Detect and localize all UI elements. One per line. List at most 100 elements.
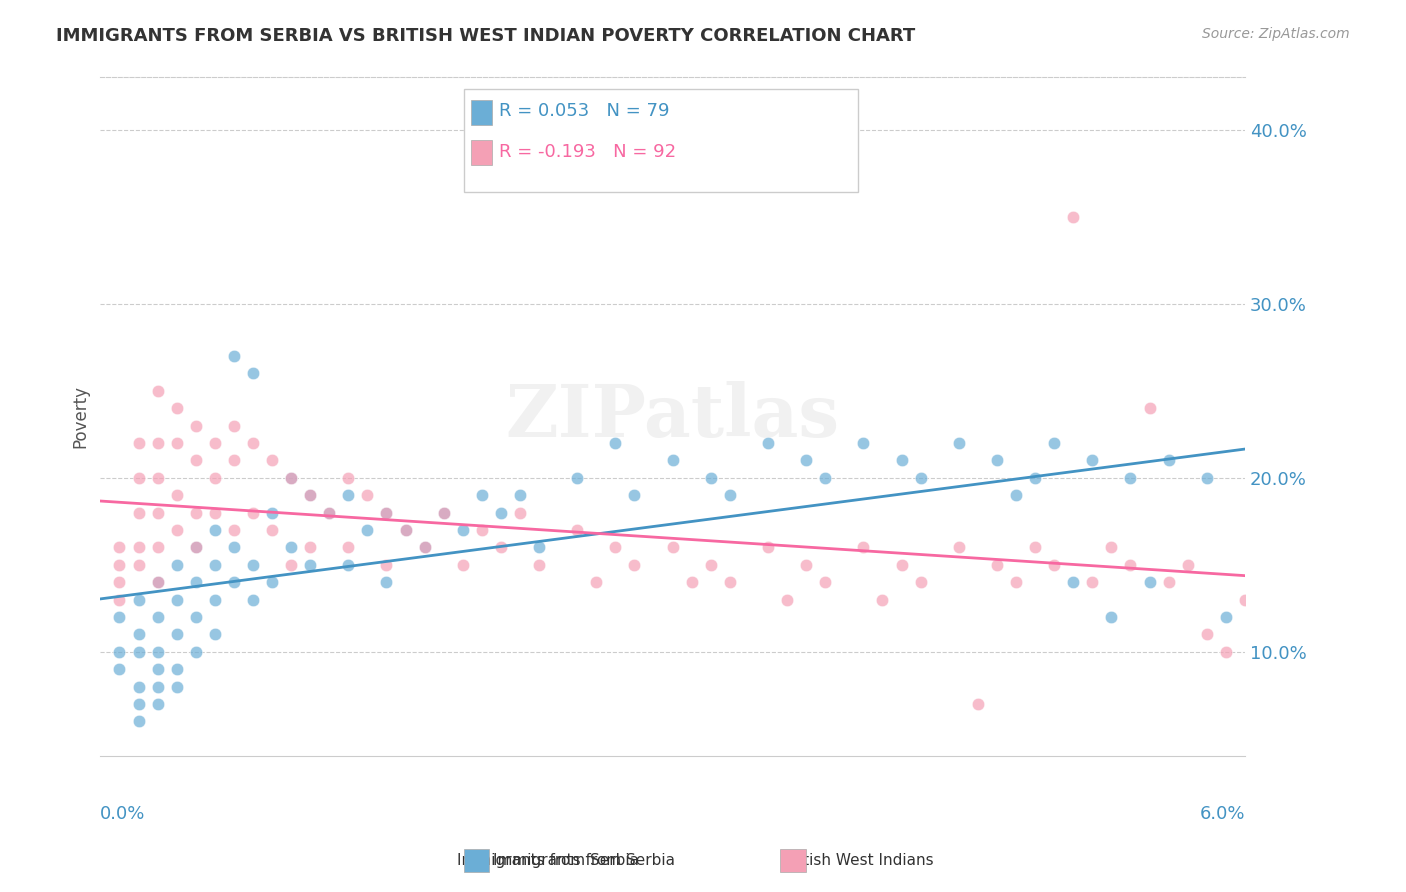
Point bbox=[184, 541, 207, 555]
Point bbox=[375, 506, 398, 520]
Point bbox=[661, 541, 683, 555]
Point bbox=[108, 645, 131, 659]
Point bbox=[1386, 541, 1406, 555]
Point bbox=[280, 471, 302, 485]
Point bbox=[299, 488, 322, 502]
Point bbox=[1253, 558, 1275, 572]
Point bbox=[166, 436, 188, 450]
Point bbox=[986, 453, 1008, 467]
Point bbox=[1310, 558, 1333, 572]
Point bbox=[509, 506, 531, 520]
Point bbox=[394, 523, 416, 537]
Point bbox=[184, 506, 207, 520]
Point bbox=[108, 541, 131, 555]
Point bbox=[1024, 471, 1046, 485]
Point bbox=[242, 436, 264, 450]
Point bbox=[1215, 610, 1237, 624]
Point bbox=[146, 575, 169, 590]
Point bbox=[1157, 453, 1180, 467]
Text: British West Indians: British West Indians bbox=[782, 854, 934, 868]
Text: IMMIGRANTS FROM SERBIA VS BRITISH WEST INDIAN POVERTY CORRELATION CHART: IMMIGRANTS FROM SERBIA VS BRITISH WEST I… bbox=[56, 27, 915, 45]
Point bbox=[527, 558, 550, 572]
Point bbox=[890, 453, 912, 467]
Point bbox=[948, 541, 970, 555]
Point bbox=[128, 680, 150, 694]
Point bbox=[318, 506, 340, 520]
Point bbox=[108, 610, 131, 624]
Point bbox=[794, 558, 817, 572]
Point bbox=[356, 488, 378, 502]
Point bbox=[222, 541, 245, 555]
Point bbox=[605, 436, 627, 450]
Point bbox=[375, 575, 398, 590]
Point bbox=[966, 697, 988, 711]
Text: 6.0%: 6.0% bbox=[1199, 805, 1244, 823]
Point bbox=[337, 558, 360, 572]
Point bbox=[128, 627, 150, 641]
Point bbox=[260, 575, 283, 590]
Point bbox=[948, 436, 970, 450]
Point bbox=[242, 592, 264, 607]
Point bbox=[394, 523, 416, 537]
Point bbox=[128, 558, 150, 572]
Point bbox=[299, 558, 322, 572]
Point bbox=[1348, 558, 1371, 572]
Point bbox=[204, 523, 226, 537]
Point bbox=[166, 558, 188, 572]
Point bbox=[700, 558, 723, 572]
Point bbox=[413, 541, 436, 555]
Point bbox=[128, 714, 150, 729]
Point bbox=[872, 592, 894, 607]
Point bbox=[184, 453, 207, 467]
Point bbox=[1233, 592, 1256, 607]
Point bbox=[1195, 627, 1218, 641]
Point bbox=[204, 592, 226, 607]
Point bbox=[623, 558, 645, 572]
Point bbox=[890, 558, 912, 572]
Point bbox=[1119, 471, 1142, 485]
Point bbox=[1119, 558, 1142, 572]
Point bbox=[910, 471, 932, 485]
Point bbox=[794, 453, 817, 467]
Point bbox=[489, 506, 512, 520]
Point bbox=[166, 488, 188, 502]
Point bbox=[222, 523, 245, 537]
Point bbox=[242, 366, 264, 380]
Text: R = -0.193   N = 92: R = -0.193 N = 92 bbox=[499, 143, 676, 161]
Point bbox=[337, 488, 360, 502]
Point bbox=[1329, 541, 1351, 555]
Point bbox=[852, 541, 875, 555]
Point bbox=[108, 575, 131, 590]
Point bbox=[128, 592, 150, 607]
Point bbox=[433, 506, 456, 520]
Point bbox=[184, 541, 207, 555]
Point bbox=[280, 541, 302, 555]
Point bbox=[146, 645, 169, 659]
Point bbox=[623, 488, 645, 502]
Point bbox=[413, 541, 436, 555]
Point bbox=[166, 662, 188, 676]
Text: R = 0.053   N = 79: R = 0.053 N = 79 bbox=[499, 103, 669, 120]
Point bbox=[1005, 575, 1028, 590]
Point bbox=[852, 436, 875, 450]
Point bbox=[1024, 541, 1046, 555]
Point bbox=[718, 488, 741, 502]
Point bbox=[260, 506, 283, 520]
Point bbox=[375, 558, 398, 572]
Point bbox=[661, 453, 683, 467]
Point bbox=[318, 506, 340, 520]
Point bbox=[184, 610, 207, 624]
Point bbox=[1062, 210, 1084, 224]
Point bbox=[204, 436, 226, 450]
Point bbox=[1215, 645, 1237, 659]
Point bbox=[1081, 575, 1104, 590]
Point bbox=[242, 558, 264, 572]
Point bbox=[375, 506, 398, 520]
Point bbox=[1005, 488, 1028, 502]
Point bbox=[337, 541, 360, 555]
Point bbox=[356, 523, 378, 537]
Point bbox=[242, 506, 264, 520]
Point bbox=[471, 523, 494, 537]
Point bbox=[299, 488, 322, 502]
Point bbox=[108, 592, 131, 607]
